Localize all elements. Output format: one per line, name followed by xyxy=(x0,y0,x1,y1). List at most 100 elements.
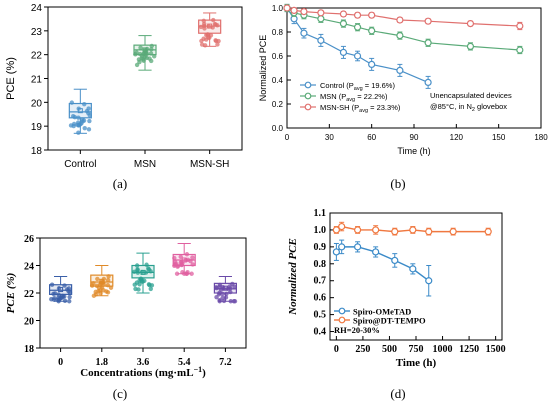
x-tick-label: 250 xyxy=(355,344,370,355)
x-tick-label: 500 xyxy=(382,344,397,355)
data-point xyxy=(283,4,291,12)
data-point xyxy=(76,123,81,128)
y-tick-label: 1.1 xyxy=(314,208,327,219)
data-point xyxy=(217,298,222,303)
x-axis-label-superscript: −1 xyxy=(194,365,203,374)
data-point xyxy=(221,298,227,304)
data-point xyxy=(137,59,142,65)
data-point xyxy=(141,58,146,63)
x-tick-label: 0 xyxy=(58,357,63,368)
legend-swatch-marker xyxy=(304,81,312,89)
x-tick-label: Control xyxy=(64,159,96,170)
panel-a: 18 19 20 21 22 23 24 PCE (%) Control MSN MSN-SH xyxy=(5,3,243,170)
data-point xyxy=(148,51,154,56)
data-point xyxy=(144,46,150,52)
data-point xyxy=(105,290,111,295)
data-point xyxy=(94,283,100,288)
data-point xyxy=(149,47,154,52)
y-tick-label: 22 xyxy=(31,51,43,62)
y-tick-label: 0.6 xyxy=(314,293,327,304)
data-point xyxy=(82,101,87,107)
data-point xyxy=(132,269,137,275)
data-point xyxy=(140,279,145,284)
legend-swatch-marker xyxy=(304,92,312,100)
y-tick-label: 24 xyxy=(24,262,34,273)
x-axis-label: Time (h) xyxy=(396,357,437,369)
data-point xyxy=(134,263,140,268)
x-tick-label: 30 xyxy=(325,133,334,142)
x-tick-label: MSN-SH xyxy=(190,159,229,170)
legend-label-tail: = 23.3%) xyxy=(368,103,401,112)
data-point xyxy=(332,248,340,256)
data-point xyxy=(354,243,362,251)
data-point xyxy=(396,31,404,40)
y-tick-label: 1.0 xyxy=(272,4,284,13)
data-point xyxy=(184,252,190,257)
data-point xyxy=(466,42,475,51)
x-tick-label: 0 xyxy=(285,133,290,142)
x-tick-label: 1250 xyxy=(459,344,479,355)
annotation-line1: Unencapsulated devices xyxy=(430,91,512,100)
data-point xyxy=(290,6,298,14)
data-point xyxy=(339,48,348,57)
data-point xyxy=(217,290,222,296)
y-tick-label: 0.0 xyxy=(272,124,284,133)
data-point xyxy=(143,270,149,275)
y-tick-label: 0.5 xyxy=(314,310,327,321)
annotation-tail: glovebox xyxy=(475,102,507,111)
legend-extra-text: RH=20-30% xyxy=(334,325,380,335)
series-line xyxy=(286,7,429,83)
data-point xyxy=(215,42,220,47)
data-point xyxy=(135,270,141,275)
data-point xyxy=(317,9,325,17)
data-point xyxy=(228,299,233,304)
data-point xyxy=(338,243,346,251)
data-point xyxy=(137,51,143,57)
data-point xyxy=(396,66,404,75)
x-tick-label: 90 xyxy=(410,133,419,142)
x-axis-label-tail: ) xyxy=(202,367,206,379)
data-point xyxy=(409,226,417,234)
legend-label-tail: = 22.2%) xyxy=(355,92,388,101)
data-point xyxy=(317,36,325,45)
data-point xyxy=(231,299,237,304)
data-point xyxy=(98,290,103,296)
data-point xyxy=(144,262,149,267)
data-point xyxy=(51,297,57,302)
data-point xyxy=(76,115,81,120)
data-point xyxy=(424,17,432,25)
y-axis-label: Normalized PCE xyxy=(287,238,299,316)
data-point xyxy=(95,276,100,282)
panel-label-a: (a) xyxy=(113,176,127,191)
data-point xyxy=(220,284,226,290)
data-point xyxy=(105,277,111,283)
legend-swatch-marker xyxy=(304,103,312,111)
data-point xyxy=(69,100,75,105)
y-axis-label: PCE (%) xyxy=(5,273,17,314)
data-point xyxy=(190,255,195,260)
y-tick-label: 0.8 xyxy=(272,28,284,37)
data-point xyxy=(189,271,194,276)
y-tick-label: 18 xyxy=(24,344,34,355)
y-tick-label: 24 xyxy=(31,3,43,14)
data-point xyxy=(223,295,229,300)
y-tick-label: 22 xyxy=(24,289,34,300)
data-point xyxy=(409,265,417,273)
data-point xyxy=(449,228,457,236)
data-point xyxy=(339,10,348,18)
data-point xyxy=(300,29,308,37)
data-point xyxy=(94,292,99,297)
data-point xyxy=(71,123,76,129)
data-point xyxy=(148,286,153,292)
data-point xyxy=(149,58,154,64)
data-point xyxy=(466,20,475,28)
data-point xyxy=(56,286,62,291)
data-point xyxy=(353,23,362,31)
y-tick-label: 21 xyxy=(31,75,43,86)
data-point xyxy=(210,25,215,30)
data-point xyxy=(396,16,404,24)
data-point xyxy=(424,78,432,87)
data-point xyxy=(138,45,143,50)
legend-label-main: MSN (P xyxy=(320,92,346,101)
data-point xyxy=(81,118,87,123)
